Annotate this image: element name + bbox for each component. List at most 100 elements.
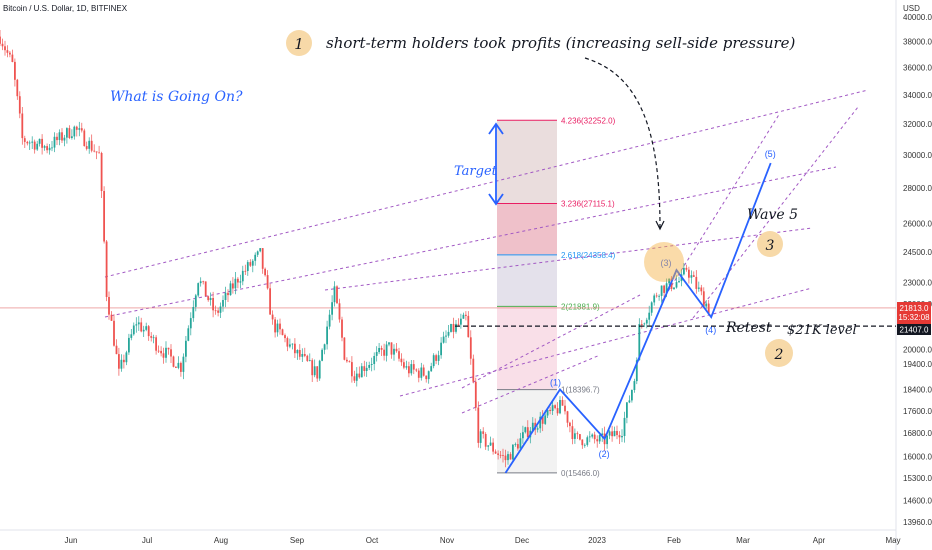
candle-body <box>103 191 105 242</box>
note-number: 1 <box>294 35 304 53</box>
candle-body <box>601 433 604 436</box>
candle-body <box>569 422 571 427</box>
channel-line <box>461 354 601 414</box>
last-price-tag-bg <box>897 302 931 324</box>
y-tick-label: 38000.00 <box>903 38 932 47</box>
candle-body <box>328 314 331 327</box>
candle-body <box>707 303 710 314</box>
candle-body <box>128 337 130 353</box>
fib-level-label: 1(18396.7) <box>561 386 600 395</box>
candle-body <box>341 319 343 338</box>
candle-body <box>462 314 465 319</box>
x-tick-label: Jul <box>142 536 152 545</box>
candle-body <box>455 323 457 332</box>
channel-line <box>104 89 869 278</box>
currency-label: USD <box>903 4 920 13</box>
candle-body <box>450 324 452 332</box>
elliott-waves: (1) (2) (3) (4) (5) <box>504 149 776 474</box>
candle-body <box>140 322 143 332</box>
candle-body <box>130 334 133 338</box>
candle-body <box>427 371 430 380</box>
fib-band <box>497 120 557 204</box>
candle-body <box>56 136 58 141</box>
candle-body <box>95 151 98 153</box>
x-tick-label: 2023 <box>588 536 606 545</box>
candle-body <box>640 324 643 325</box>
candle-body <box>61 132 63 141</box>
candle-body <box>1 43 4 47</box>
candle-body <box>100 153 103 191</box>
candle-body <box>202 281 205 283</box>
candle-body <box>492 442 494 452</box>
candle-body <box>326 326 328 345</box>
candle-body <box>108 297 110 315</box>
candle-body <box>484 434 487 447</box>
candle-body <box>266 275 269 289</box>
candle-body <box>145 326 148 330</box>
countdown-value: 15:32:08 <box>898 313 930 322</box>
candle-body <box>702 291 705 307</box>
target-arrow-top <box>488 122 504 135</box>
channel-line <box>104 166 837 318</box>
level-price-tag-bg <box>897 324 931 335</box>
candle-body <box>331 302 333 315</box>
candle-body <box>152 337 155 339</box>
candle-body <box>365 367 368 371</box>
candle-body <box>165 347 167 358</box>
candle-body <box>566 411 569 423</box>
candle-body <box>579 434 581 440</box>
candle-body <box>199 281 202 284</box>
candle-body <box>422 367 425 376</box>
candle-body <box>435 355 437 361</box>
candle-body <box>633 381 636 390</box>
candle-body <box>142 329 145 332</box>
x-tick-label: Mar <box>736 536 750 545</box>
candle-body <box>465 314 467 316</box>
candle-body <box>353 376 356 381</box>
y-tick-label: 26000.00 <box>903 220 932 229</box>
candle-body <box>26 141 29 144</box>
candle-body <box>256 251 259 255</box>
candle-body <box>83 130 86 147</box>
candle-body <box>522 432 524 439</box>
wave-label: (1) <box>550 378 561 388</box>
candle-body <box>343 337 346 360</box>
candle-body <box>688 269 690 278</box>
candle-body <box>58 132 61 140</box>
channel-line <box>692 106 859 319</box>
candle-body <box>73 126 76 137</box>
candle-body <box>291 343 294 345</box>
candle-body <box>261 248 264 269</box>
candle-body <box>432 355 435 367</box>
fib-level-label: 3.236(27115.1) <box>561 200 615 209</box>
candle-body <box>192 307 195 319</box>
candle-body <box>187 328 190 341</box>
candle-body <box>650 302 653 313</box>
candle-body <box>494 451 497 454</box>
x-tick-label: Oct <box>366 536 379 545</box>
chart-title: Bitcoin / U.S. Dollar, 1D, BITFINEX <box>3 4 128 13</box>
candle-body <box>279 323 281 330</box>
candle-body <box>123 359 125 363</box>
candle-body <box>390 342 393 355</box>
candle-body <box>660 285 663 296</box>
candle-body <box>499 454 502 456</box>
candle-body <box>333 286 336 303</box>
candle-body <box>408 366 410 374</box>
candle-body <box>430 366 433 372</box>
candle-body <box>551 405 554 411</box>
candle-body <box>298 350 301 357</box>
candle-body <box>472 358 475 382</box>
note-text: short-term holders took profits (increas… <box>326 34 796 52</box>
candle-body <box>549 409 551 411</box>
candle-body <box>43 146 46 148</box>
candle-body <box>85 146 88 149</box>
candle-body <box>593 434 596 440</box>
candle-body <box>274 319 276 333</box>
candle-body <box>368 365 371 368</box>
y-tick-label: 18400.00 <box>903 386 932 395</box>
candle-body <box>90 140 93 151</box>
candle-body <box>479 431 482 443</box>
candle-body <box>618 435 621 438</box>
y-tick-label: 24500.00 <box>903 248 932 257</box>
